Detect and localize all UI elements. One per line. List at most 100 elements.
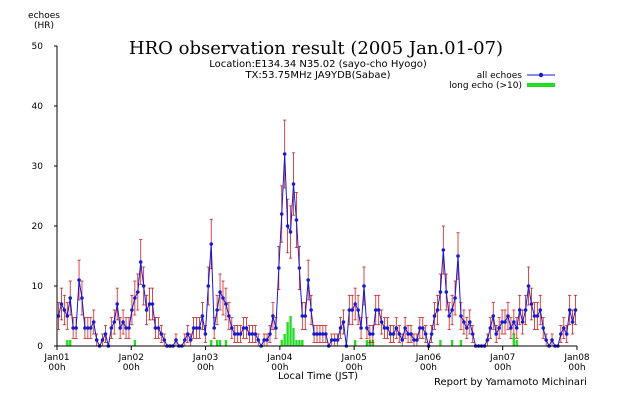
all-echoes-point: [197, 326, 202, 330]
x-tick-label: Jan04: [266, 353, 293, 363]
all-echoes-point: [318, 332, 322, 336]
x-tick-sublabel: 00h: [420, 363, 437, 373]
all-echoes-point: [497, 326, 501, 330]
x-tick-label: Jan02: [118, 353, 144, 363]
chart-subtitle-tx: TX:53.75MHz JA9YDB(Sabae): [244, 70, 390, 81]
x-tick-label: Jan05: [340, 353, 366, 363]
all-echoes-point: [541, 326, 546, 330]
all-echoes-point: [356, 308, 360, 312]
all-echoes-point: [423, 332, 428, 336]
all-echoes-point: [503, 320, 507, 324]
all-echoes-point: [80, 296, 84, 300]
all-echoes-point: [147, 302, 152, 306]
all-echoes-point: [570, 320, 575, 324]
report-credit: Report by Yamamoto Michinari: [434, 377, 587, 388]
all-echoes-point: [241, 326, 246, 330]
all-echoes-point: [550, 338, 554, 342]
all-echoes-point: [347, 308, 352, 312]
long-echo-bar: [354, 340, 357, 346]
all-echoes-point: [150, 302, 155, 306]
axes: [56, 46, 577, 347]
long-echo-bar: [371, 340, 374, 346]
all-echoes-point: [118, 326, 122, 330]
all-echoes-line: [57, 153, 577, 348]
y-axis-label-line1: echoes: [28, 11, 60, 21]
all-echoes-point: [135, 290, 140, 294]
all-echoes-point: [100, 338, 105, 342]
all-echoes-point: [400, 338, 404, 342]
y-tick-label: 30: [32, 162, 44, 172]
all-echoes-point: [368, 332, 372, 336]
all-echoes-point: [462, 320, 466, 324]
long-echo-bar: [289, 316, 292, 346]
all-echoes-point: [488, 326, 493, 330]
all-echoes-point: [365, 326, 369, 330]
all-echoes-point: [561, 326, 566, 330]
long-echo-bar: [133, 340, 137, 346]
all-echoes-point: [156, 326, 161, 330]
x-tick-label: Jan06: [415, 353, 442, 363]
all-echoes-point: [306, 278, 310, 282]
all-echoes-point: [359, 326, 363, 330]
all-echoes-point: [232, 332, 237, 336]
all-echoes-point: [288, 230, 293, 234]
all-echoes-point: [218, 290, 222, 294]
all-echoes-point: [385, 326, 390, 330]
x-tick-label: Jan01: [43, 353, 69, 363]
all-echoes-point: [509, 326, 513, 330]
all-echoes-point: [523, 308, 528, 312]
long-echo-bar: [224, 340, 228, 346]
all-echoes-point: [227, 314, 231, 318]
all-echoes-point: [71, 326, 75, 330]
all-echoes-point: [130, 308, 134, 312]
all-echoes-point: [506, 314, 510, 318]
all-echoes-point: [450, 308, 454, 312]
all-echoes-point: [250, 332, 255, 336]
long-echo-bar: [215, 340, 219, 346]
legend-label-all: all echoes: [477, 71, 523, 81]
chart-title: HRO observation result (2005 Jan.01-07): [129, 38, 503, 59]
all-echoes-point: [324, 332, 328, 336]
all-echoes-point: [453, 296, 457, 300]
all-echoes-point: [159, 332, 164, 336]
long-echo-bar: [515, 340, 518, 346]
all-echoes-point: [315, 332, 319, 336]
all-echoes-point: [62, 308, 67, 312]
all-echoes-point: [312, 332, 316, 336]
all-echoes-point: [209, 242, 214, 246]
all-echoes-point: [388, 332, 393, 336]
x-tick-sublabel: 00h: [346, 363, 363, 373]
all-echoes-point: [418, 326, 422, 330]
y-tick-label: 10: [32, 282, 44, 292]
all-echoes-point: [341, 320, 346, 324]
all-echoes-point: [188, 338, 193, 342]
all-echoes-point: [253, 332, 258, 336]
all-echoes-point: [332, 338, 337, 342]
all-echoes-point: [412, 338, 416, 342]
all-echoes-point: [127, 326, 131, 330]
all-echoes-point: [406, 332, 410, 336]
all-echoes-point: [303, 314, 308, 318]
long-echo-bar: [66, 340, 69, 346]
all-echoes-point: [215, 308, 219, 312]
all-echoes-point: [68, 296, 73, 300]
long-echo-bar: [450, 340, 454, 346]
all-echoes-point: [309, 308, 313, 312]
long-echo-bar: [365, 340, 369, 346]
all-echoes-point: [230, 326, 234, 330]
long-echo-bar: [283, 334, 286, 346]
all-echoes-point: [277, 266, 281, 270]
all-echoes-point: [121, 320, 125, 324]
all-echoes-point: [109, 326, 114, 330]
all-echoes-point: [409, 332, 413, 336]
all-echoes-point: [83, 326, 87, 330]
all-echoes-point: [297, 266, 302, 270]
x-tick-label: Jan07: [489, 353, 515, 363]
y-tick-label: 40: [32, 102, 44, 112]
long-echo-bar: [301, 340, 304, 346]
all-echoes-point: [573, 308, 578, 312]
all-echoes-point: [362, 284, 366, 288]
all-echoes-point: [432, 314, 437, 318]
all-echoes-point: [465, 326, 469, 330]
